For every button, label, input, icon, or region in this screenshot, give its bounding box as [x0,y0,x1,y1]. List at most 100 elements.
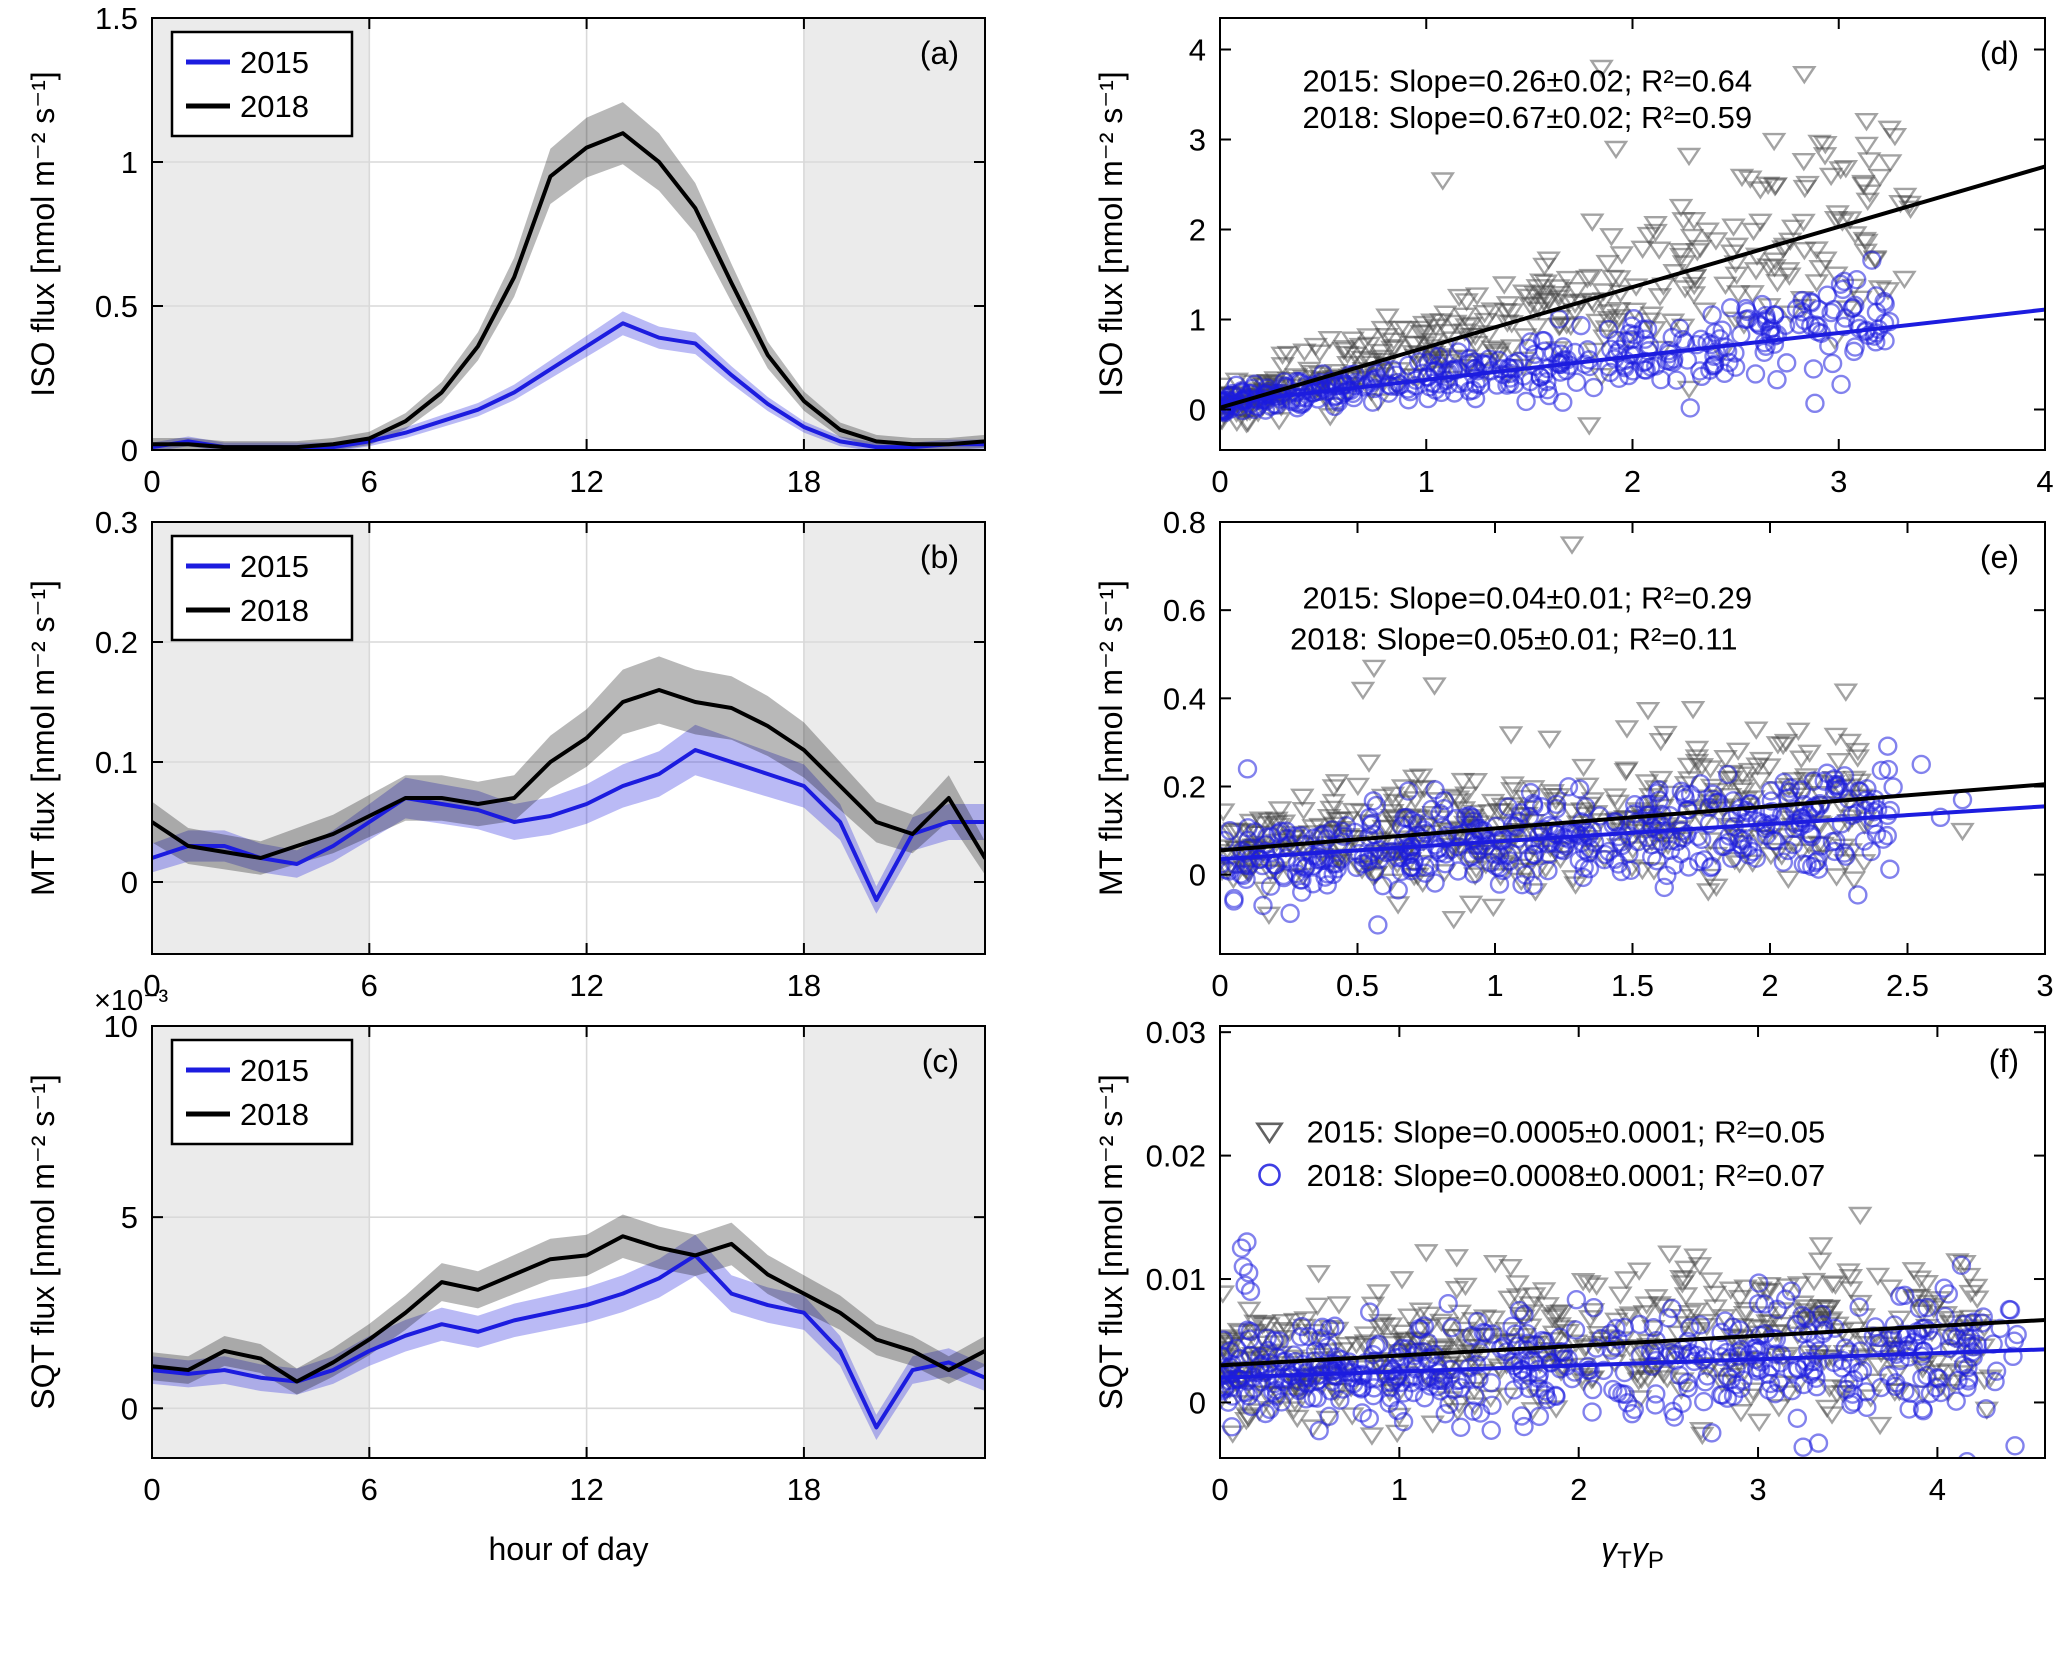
annotation-f-0: 2015: Slope=0.0005±0.0001; R²=0.05 [1307,1115,1826,1150]
x-tick-label: 0.5 [1336,968,1379,1003]
legend-label: 2018 [240,593,309,628]
y-tick-label: 0 [1189,393,1206,428]
x-tick-label: 1 [1486,968,1503,1003]
x-tick-label: 0 [1211,968,1228,1003]
panel-letter-d: (d) [1980,35,2019,71]
panel-letter-f: (f) [1989,1043,2019,1079]
night-shading [803,18,985,450]
x-tick-label: 4 [1929,1472,1946,1507]
y-axis-label: SQT flux [nmol m⁻² s⁻¹] [1093,1074,1129,1409]
y-tick-label: 0.3 [95,505,138,540]
circle-marker-icon [1258,1163,1281,1187]
panel-c: 0 6 12 18 0 5 10 SQT flux [nmol m⁻² s⁻¹] hour of… [25,985,986,1567]
fit-line-2018 [1220,1318,2045,1368]
fit-line-2015 [1220,1347,2045,1380]
annotation-f-1: 2018: Slope=0.0008±0.0001; R²=0.07 [1307,1158,1826,1193]
legend: 2015 2018 [170,534,354,642]
y-axis-label: ISO flux [nmol m⁻² s⁻¹] [25,71,61,396]
y-tick-label: 0.4 [1163,681,1206,716]
y-axis-label: ISO flux [nmol m⁻² s⁻¹] [1093,71,1129,396]
night-shading [803,1026,985,1458]
x-tick-label: 18 [787,1472,821,1507]
line-2015 [152,748,985,902]
x-tick-label: 6 [361,464,378,499]
x-tick-label: 12 [569,1472,603,1507]
y-tick-label: 0 [121,433,138,468]
y-tick-label: 1 [121,145,138,180]
x-tick-label: 4 [2036,464,2053,499]
fit-line-2018 [1220,782,2045,853]
line-2018 [152,1234,985,1384]
x-tick-label: 2 [1570,1472,1587,1507]
legend-label: 2015 [240,549,309,584]
panel-a: 0 6 12 18 0 0.5 1 1.5 ISO flux [nmol m⁻² s⁻¹] 201… [25,1,986,499]
y-tick-label: 0 [121,1391,138,1426]
panel-letter-e: (e) [1980,539,2019,575]
y-tick-label: 4 [1189,33,1206,68]
band-2018 [152,102,985,450]
y-tick-label: 10 [104,1009,138,1044]
legend-label: 2018 [240,89,309,124]
y-axis-multiplier: ×10⁻³ [94,985,168,1017]
y-tick-label: 0.8 [1163,505,1206,540]
x-tick-label: 0 [143,968,160,1003]
y-tick-label: 1 [1189,303,1206,338]
y-tick-label: 0.6 [1163,593,1206,628]
legend-label: 2015 [240,45,309,80]
x-tick-label: 1.5 [1611,968,1654,1003]
y-tick-label: 0 [1189,858,1206,893]
x-tick-label: 3 [1749,1472,1766,1507]
annotation-e-1: 2018: Slope=0.05±0.01; R²=0.11 [1290,621,1737,656]
y-tick-label: 0.2 [1163,769,1206,804]
x-tick-label: 6 [361,1472,378,1507]
band-2015 [152,1234,985,1441]
x-tick-label: 12 [569,464,603,499]
legend-label: 2018 [240,1097,309,1132]
x-tick-label: 2.5 [1886,968,1929,1003]
y-tick-label: 1.5 [95,1,138,36]
annotation-d-0: 2015: Slope=0.26±0.02; R²=0.64 [1303,63,1753,98]
fit-line-2015 [1220,307,2045,406]
y-tick-label: 0.2 [95,625,138,660]
x-tick-label: 18 [787,464,821,499]
x-tick-label: 1 [1418,464,1435,499]
x-tick-label: 3 [1830,464,1847,499]
y-axis-label: MT flux [nmol m⁻² s⁻¹] [1093,580,1129,896]
y-tick-label: 0 [1189,1385,1206,1420]
legend: 2015 2018 [170,30,354,138]
x-tick-label: 2 [1761,968,1778,1003]
y-tick-label: 5 [121,1200,138,1235]
line-2018 [152,131,985,450]
legend-label: 2015 [240,1053,309,1088]
x-tick-label: 0 [143,1472,160,1507]
band-2015 [152,311,985,450]
band-2018 [152,1214,985,1395]
fit-line-2018 [1220,164,2045,410]
y-tick-label: 0.5 [95,289,138,324]
x-tick-label: 2 [1624,464,1641,499]
x-tick-label: 12 [569,968,603,1003]
x-axis-label: γTγP [1601,1531,1664,1574]
band-2015 [152,724,985,914]
line-2015 [152,1253,985,1430]
y-tick-label: 3 [1189,123,1206,158]
y-tick-label: 0.1 [95,745,138,780]
panel-e: 0 0.5 1 1.5 2 2.5 3 0 0.2 0.4 0.6 0.8 MT flux [nmol … [1093,505,2054,1003]
y-tick-label: 2 [1189,213,1206,248]
y-axis-label: MT flux [nmol m⁻² s⁻¹] [25,580,61,896]
y-tick-label: 0.03 [1146,1015,1206,1050]
night-shading [803,522,985,954]
x-tick-label: 0 [1211,1472,1228,1507]
panel-b: 0 6 12 18 0 0.1 0.2 0.3 MT flux [nmol m⁻² s⁻¹] 20… [25,505,986,1003]
triangle-marker-icon [1255,1122,1284,1145]
panel-f: 0 1 2 3 4 0 0.01 0.02 0.03 SQT flux [nmol m⁻² s⁻¹… [1093,1015,2046,1574]
x-axis-label: hour of day [488,1531,648,1567]
x-tick-label: 18 [787,968,821,1003]
panel-d: 0 1 2 3 4 0 1 2 3 4 ISO flux [nmol m⁻² s⁻¹] 2015: S… [1093,17,2054,499]
x-tick-label: 0 [1211,464,1228,499]
panel-letter-b: (b) [920,539,959,575]
y-tick-label: 0.02 [1146,1139,1206,1174]
panel-letter-a: (a) [920,35,959,71]
panel-letter-c: (c) [922,1043,959,1079]
